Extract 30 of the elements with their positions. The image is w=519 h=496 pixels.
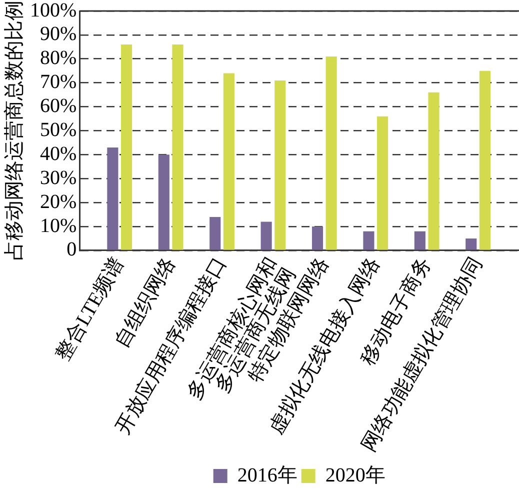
bar <box>120 44 132 250</box>
bar <box>377 116 388 250</box>
bar <box>210 216 221 250</box>
legend-label: 2016年 <box>237 464 298 486</box>
bar <box>158 154 170 250</box>
bar <box>312 226 324 250</box>
y-tick-label: 30% <box>40 166 77 189</box>
y-tick-label: 10% <box>40 214 77 237</box>
bar <box>479 70 490 250</box>
legend-label: 2020年 <box>325 464 386 486</box>
bar <box>223 73 234 250</box>
y-tick-label: 90% <box>40 23 77 46</box>
y-tick-label: 0 <box>66 238 77 261</box>
y-tick-label: 20% <box>40 190 77 213</box>
y-tick-label: 60% <box>40 95 77 118</box>
bar <box>414 231 426 250</box>
bar <box>363 231 374 250</box>
y-tick-label: 70% <box>40 71 77 94</box>
y-tick-label: 80% <box>40 47 77 70</box>
bar <box>274 80 286 250</box>
bar <box>466 238 477 250</box>
bar <box>107 148 118 250</box>
bar <box>172 44 184 250</box>
y-axis-title: 占移动网络运营商总数的比例 <box>3 0 26 261</box>
bar <box>260 222 272 250</box>
bar <box>326 56 337 250</box>
y-tick-label: 40% <box>40 142 77 165</box>
y-tick-label: 50% <box>40 118 77 141</box>
bar <box>428 92 440 250</box>
y-tick-label: 100% <box>30 0 77 22</box>
